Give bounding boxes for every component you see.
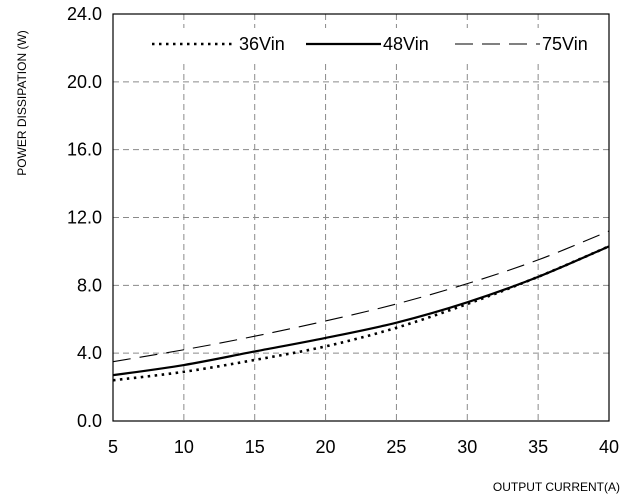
y-tick-label: 20.0 bbox=[67, 72, 102, 92]
x-tick-label: 20 bbox=[316, 437, 336, 457]
y-tick-label: 24.0 bbox=[67, 4, 102, 24]
grid bbox=[113, 14, 609, 421]
x-tick-label: 35 bbox=[528, 437, 548, 457]
x-tick-label: 25 bbox=[386, 437, 406, 457]
x-tick-label: 30 bbox=[457, 437, 477, 457]
legend-label-75Vin: 75Vin bbox=[542, 34, 588, 54]
legend-label-36Vin: 36Vin bbox=[239, 34, 285, 54]
legend: 36Vin 48Vin 75Vin bbox=[147, 28, 602, 60]
x-tick-label: 15 bbox=[245, 437, 265, 457]
plot-frame bbox=[112, 13, 610, 422]
x-tick-label: 40 bbox=[599, 437, 619, 457]
y-tick-label: 16.0 bbox=[67, 140, 102, 160]
y-axis-label: POWER DISSIPATION (W) bbox=[15, 30, 29, 176]
y-tick-label: 8.0 bbox=[77, 275, 102, 295]
y-tick-label: 12.0 bbox=[67, 208, 102, 228]
series-line-75Vin bbox=[112, 230, 610, 363]
y-tick-label: 0.0 bbox=[77, 411, 102, 431]
legend-label-48Vin: 48Vin bbox=[383, 34, 429, 54]
tick-labels: 5 10 15 20 25 30 35 40 0.0 4.0 8.0 12.0 16.0 20.0 24.0 bbox=[67, 4, 619, 457]
series bbox=[112, 230, 610, 382]
series-line-36Vin bbox=[112, 245, 610, 382]
x-tick-label: 5 bbox=[108, 437, 118, 457]
series-line-48Vin bbox=[112, 245, 610, 377]
y-tick-label: 4.0 bbox=[77, 343, 102, 363]
x-tick-label: 10 bbox=[174, 437, 194, 457]
x-axis-label: OUTPUT CURRENT(A) bbox=[493, 480, 620, 494]
